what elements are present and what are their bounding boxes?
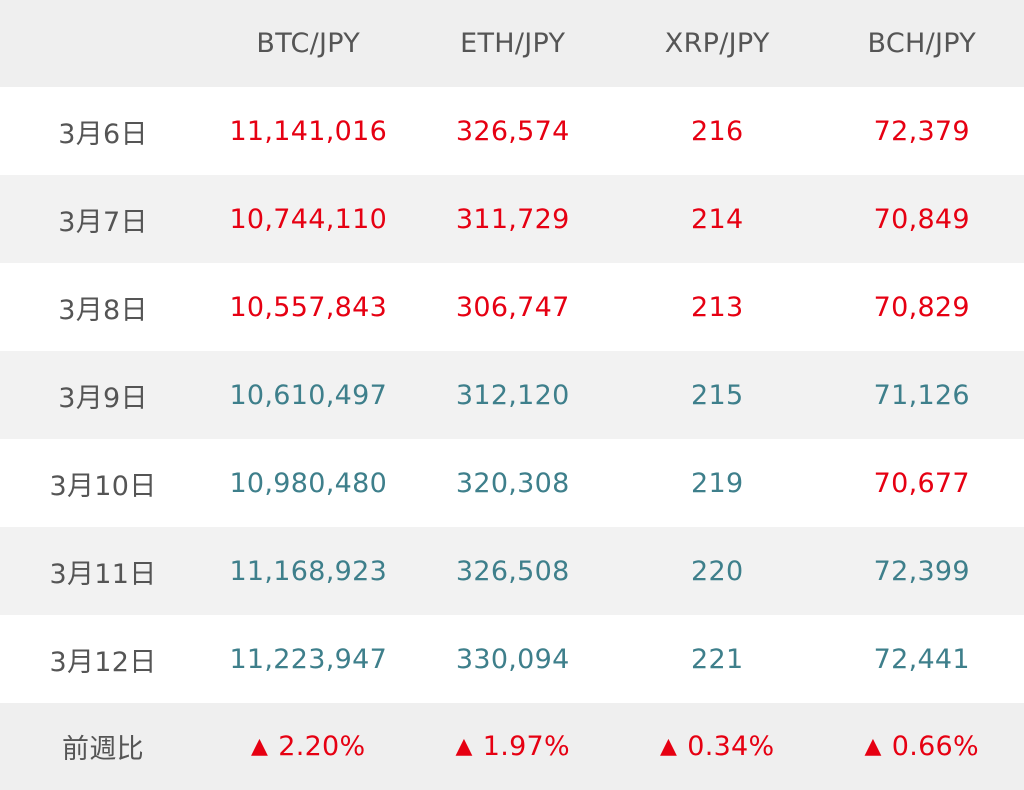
btc-price: 11,223,947	[229, 643, 388, 675]
eth-weekly-change: ▲ 1.97%	[411, 703, 616, 790]
xrp-price: 215	[691, 379, 744, 411]
bch-weekly-change: ▲ 0.66%	[820, 703, 1024, 790]
eth-price: 306,747	[455, 291, 570, 323]
xrp-weekly-change-value: 0.34%	[687, 731, 775, 762]
header-btc-jpy: BTC/JPY	[256, 28, 361, 59]
up-triangle-icon: ▲	[659, 734, 678, 759]
table-header: BTC/JPY ETH/JPY XRP/JPY BCH/JPY	[0, 0, 1024, 87]
row-date: 3月8日	[58, 294, 148, 326]
header-eth-jpy: ETH/JPY	[460, 28, 566, 59]
eth-price: 326,574	[455, 115, 570, 147]
bch-price: 70,829	[873, 291, 970, 323]
up-triangle-icon: ▲	[455, 734, 473, 759]
table-row: 3月10日 10,980,480 320,308 219 70,677	[0, 439, 1024, 527]
up-triangle-icon: ▲	[250, 734, 269, 759]
table-row: 3月11日 11,168,923 326,508 220 72,399	[0, 527, 1024, 615]
btc-weekly-change: ▲ 2.20%	[206, 703, 411, 790]
eth-price: 311,729	[455, 203, 570, 235]
weekly-change-label: 前週比	[62, 734, 144, 765]
bch-price: 71,126	[873, 379, 970, 411]
xrp-price: 219	[691, 467, 744, 499]
eth-price: 320,308	[455, 467, 570, 499]
btc-price: 10,610,497	[229, 379, 388, 411]
xrp-weekly-change: ▲ 0.34%	[615, 703, 820, 790]
bch-price: 72,399	[873, 555, 970, 587]
bch-price: 72,441	[873, 643, 970, 675]
table-row: 3月8日 10,557,843 306,747 213 70,829	[0, 263, 1024, 351]
header-corner	[0, 0, 206, 87]
row-date: 3月10日	[49, 470, 157, 502]
row-date: 3月6日	[58, 118, 148, 150]
btc-weekly-change-value: 2.20%	[278, 731, 366, 762]
btc-price: 11,141,016	[229, 115, 388, 147]
eth-price: 330,094	[455, 643, 570, 675]
row-date: 3月7日	[58, 206, 148, 238]
eth-weekly-change-value: 1.97%	[482, 731, 570, 762]
row-date: 3月9日	[58, 382, 148, 414]
row-date: 3月11日	[49, 558, 157, 590]
xrp-price: 220	[691, 555, 744, 587]
xrp-price: 221	[691, 643, 744, 675]
bch-price: 70,849	[873, 203, 970, 235]
bch-price: 70,677	[873, 467, 970, 499]
btc-price: 10,980,480	[229, 467, 388, 499]
btc-price: 10,557,843	[229, 291, 388, 323]
eth-price: 312,120	[455, 379, 570, 411]
row-date: 3月12日	[49, 646, 157, 678]
header-xrp-jpy: XRP/JPY	[664, 28, 770, 59]
bch-price: 72,379	[873, 115, 970, 147]
table-row: 3月6日 11,141,016 326,574 216 72,379	[0, 87, 1024, 175]
xrp-price: 213	[691, 291, 744, 323]
btc-price: 10,744,110	[229, 203, 388, 235]
bch-weekly-change-value: 0.66%	[891, 731, 979, 762]
header-bch-jpy: BCH/JPY	[867, 28, 977, 59]
table-row: 3月9日 10,610,497 312,120 215 71,126	[0, 351, 1024, 439]
table-row: 3月12日 11,223,947 330,094 221 72,441	[0, 615, 1024, 703]
up-triangle-icon: ▲	[864, 734, 882, 759]
table-row: 3月7日 10,744,110 311,729 214 70,849	[0, 175, 1024, 263]
eth-price: 326,508	[455, 555, 570, 587]
xrp-price: 214	[691, 203, 744, 235]
btc-price: 11,168,923	[229, 555, 388, 587]
weekly-change-row: 前週比 ▲ 2.20% ▲ 1.97% ▲ 0.34% ▲ 0.66%	[0, 703, 1024, 790]
xrp-price: 216	[691, 115, 744, 147]
